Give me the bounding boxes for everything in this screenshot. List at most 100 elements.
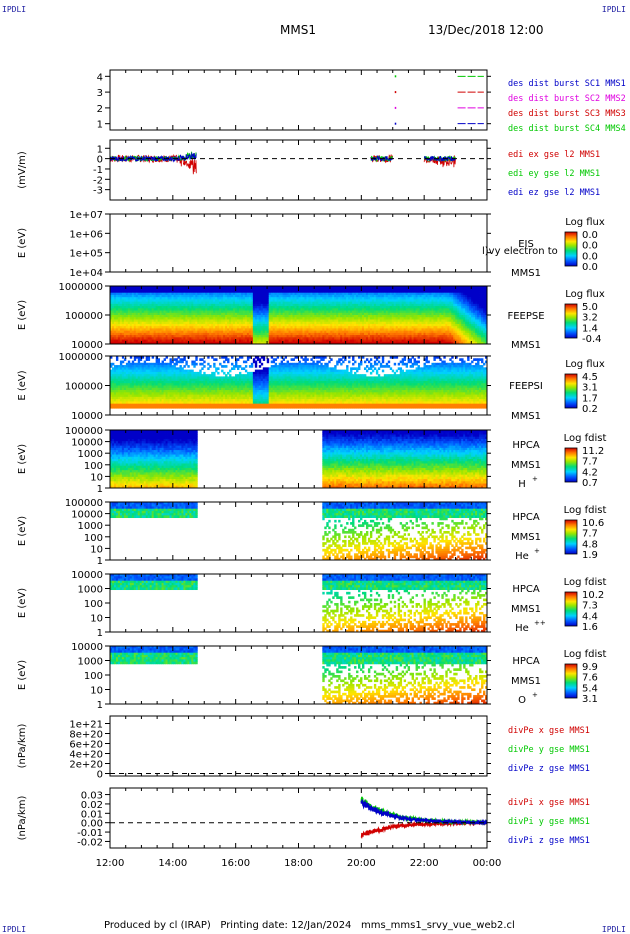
heatmap-cell bbox=[324, 308, 327, 311]
heatmap-cell bbox=[354, 341, 357, 344]
heatmap-cell bbox=[246, 339, 250, 343]
heatmap-cell bbox=[358, 335, 361, 338]
heatmap-cell bbox=[264, 286, 268, 289]
heatmap-cell bbox=[221, 335, 224, 338]
heatmap-cell bbox=[455, 339, 458, 343]
heatmap-cell bbox=[383, 332, 387, 336]
heatmap-cell bbox=[316, 337, 319, 340]
heatmap-cell bbox=[272, 312, 276, 316]
heatmap-cell bbox=[286, 308, 289, 311]
colorbar-label: 0.0 bbox=[582, 251, 598, 262]
heatmap-cell bbox=[405, 319, 409, 323]
heatmap-cell bbox=[302, 315, 305, 318]
y-tick-label: 1 bbox=[97, 144, 103, 155]
heatmap-cell bbox=[280, 323, 284, 327]
heatmap-cell bbox=[276, 315, 280, 318]
heatmap-cell bbox=[242, 306, 246, 309]
heatmap-cell bbox=[302, 330, 305, 334]
heatmap-cell bbox=[363, 299, 367, 303]
heatmap-cell bbox=[113, 332, 117, 336]
heatmap-cell bbox=[211, 297, 214, 300]
heatmap-cell bbox=[139, 299, 143, 303]
heatmap-cell bbox=[189, 330, 192, 334]
heatmap-cell bbox=[459, 328, 462, 332]
heatmap-cell bbox=[427, 303, 430, 307]
heatmap-cell bbox=[330, 315, 333, 318]
heatmap-cell bbox=[284, 299, 287, 303]
heatmap-cell bbox=[367, 288, 371, 291]
heatmap-cell bbox=[288, 312, 291, 316]
heatmap-cell bbox=[141, 321, 145, 325]
heatmap-cell bbox=[217, 292, 220, 296]
heatmap-cell bbox=[227, 326, 230, 329]
heatmap-cell bbox=[266, 332, 270, 336]
heatmap-cell bbox=[439, 335, 442, 338]
heatmap-cell bbox=[437, 294, 440, 298]
heatmap-cell bbox=[278, 301, 282, 305]
heatmap-cell bbox=[431, 312, 434, 316]
heatmap-cell bbox=[250, 303, 254, 307]
heatmap-cell bbox=[183, 294, 186, 298]
heatmap-cell bbox=[145, 319, 149, 323]
y-tick-label: 0 bbox=[97, 155, 103, 166]
heatmap-cell bbox=[397, 335, 401, 338]
heatmap-cell bbox=[229, 335, 232, 338]
heatmap-cell bbox=[167, 339, 170, 343]
heatmap-cell bbox=[147, 303, 151, 307]
heatmap-cell bbox=[147, 339, 151, 343]
heatmap-cell bbox=[272, 290, 276, 294]
heatmap-cell bbox=[161, 308, 164, 311]
heatmap-cell bbox=[300, 315, 303, 318]
heatmap-cell bbox=[377, 326, 381, 329]
heatmap-cell bbox=[461, 297, 464, 300]
legend-entry: des dist burst SC2 MMS2 bbox=[508, 94, 626, 104]
heatmap-cell bbox=[377, 330, 381, 334]
heatmap-cell bbox=[280, 286, 284, 289]
heatmap-cell bbox=[358, 303, 361, 307]
heatmap-cell bbox=[143, 339, 147, 343]
heatmap-cell bbox=[155, 317, 159, 320]
heatmap-cell bbox=[411, 332, 414, 336]
heatmap-cell bbox=[409, 301, 412, 305]
heatmap-cell bbox=[365, 317, 369, 320]
heatmap-cell bbox=[469, 290, 472, 294]
heatmap-cell bbox=[385, 335, 389, 338]
heatmap-cell bbox=[264, 319, 268, 323]
heatmap-cell bbox=[445, 297, 448, 300]
heatmap-cell bbox=[397, 326, 401, 329]
heatmap-cell bbox=[435, 310, 438, 314]
heatmap-cell bbox=[133, 301, 137, 305]
heatmap-cell bbox=[213, 288, 216, 291]
heatmap-cell bbox=[127, 330, 131, 334]
heatmap-cell bbox=[115, 337, 119, 340]
heatmap-cell bbox=[407, 288, 411, 291]
heatmap-cell bbox=[435, 321, 438, 325]
heatmap-cell bbox=[308, 332, 311, 336]
heatmap-cell bbox=[137, 297, 141, 300]
heatmap-cell bbox=[121, 286, 125, 289]
heatmap-cell bbox=[155, 303, 159, 307]
heatmap-cell bbox=[328, 332, 331, 336]
heatmap-cell bbox=[284, 301, 287, 305]
heatmap-cell bbox=[429, 328, 432, 332]
heatmap-cell bbox=[415, 339, 418, 343]
heatmap-cell bbox=[139, 315, 143, 318]
heatmap-cell bbox=[342, 323, 345, 327]
heatmap-cell bbox=[306, 292, 309, 296]
heatmap-cell bbox=[115, 326, 119, 329]
heatmap-cell bbox=[153, 337, 157, 340]
heatmap-cell bbox=[447, 312, 450, 316]
heatmap-cell bbox=[381, 321, 385, 325]
heatmap-cell bbox=[276, 339, 280, 343]
heatmap-cell bbox=[193, 335, 196, 338]
heatmap-cell bbox=[395, 306, 399, 309]
heatmap-cell bbox=[125, 308, 129, 311]
heatmap-cell bbox=[405, 308, 409, 311]
heatmap-cell bbox=[125, 312, 129, 316]
heatmap-cell bbox=[377, 288, 381, 291]
heatmap-cell bbox=[183, 335, 186, 338]
heatmap-cell bbox=[294, 330, 297, 334]
heatmap-cell bbox=[298, 290, 301, 294]
heatmap-cell bbox=[231, 317, 234, 320]
heatmap-cell bbox=[288, 332, 291, 336]
